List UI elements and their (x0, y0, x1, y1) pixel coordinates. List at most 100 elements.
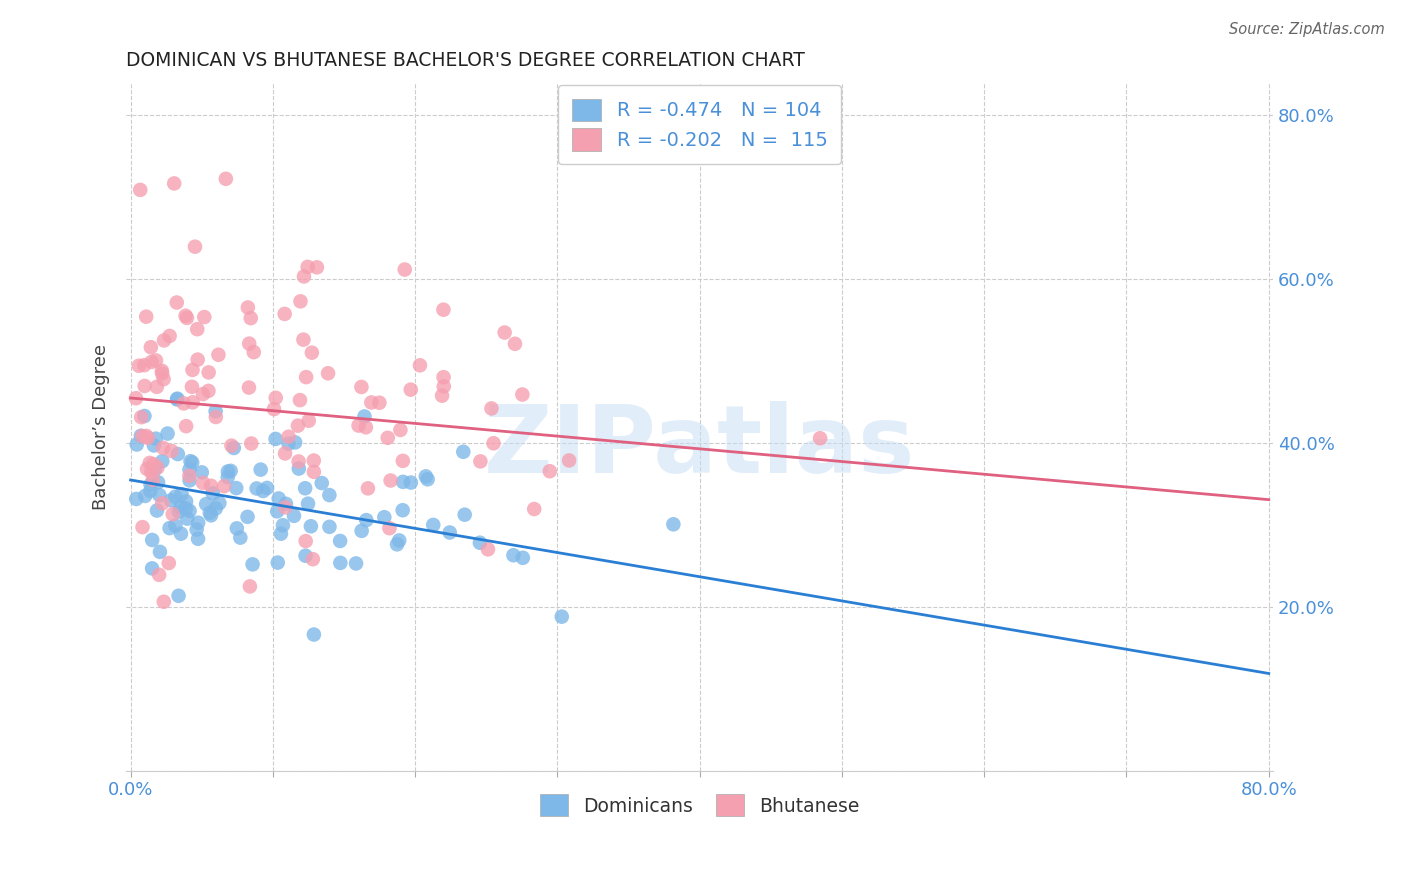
Point (187, 352, 209, 367)
Point (311, 476, 333, 491)
Point (131, 520, 153, 534)
Point (415, 469, 437, 483)
Point (256, 481, 278, 495)
Point (150, 454, 173, 468)
Point (129, 429, 152, 443)
Point (274, 500, 297, 515)
Point (191, 466, 214, 480)
Point (181, 380, 204, 394)
Point (125, 491, 148, 506)
Point (391, 503, 413, 517)
Point (354, 420, 377, 434)
Point (221, 439, 243, 453)
Point (302, 453, 325, 467)
Point (453, 444, 475, 458)
Point (422, 517, 444, 532)
Point (356, 513, 378, 527)
Point (347, 418, 370, 433)
Point (399, 475, 422, 490)
Y-axis label: Bachelor’s Degree: Bachelor’s Degree (93, 343, 110, 509)
Point (302, 627, 325, 641)
Point (350, 524, 373, 538)
Point (297, 260, 319, 274)
Point (149, 545, 172, 559)
Point (368, 395, 391, 409)
Point (146, 460, 169, 475)
Point (292, 269, 315, 284)
Point (142, 457, 165, 471)
Point (439, 525, 461, 540)
Point (146, 380, 169, 394)
Point (150, 367, 173, 381)
Point (165, 518, 187, 533)
Point (225, 481, 247, 495)
Point (392, 454, 415, 468)
Point (207, 348, 229, 362)
Point (373, 510, 395, 524)
Point (512, 550, 534, 565)
Point (138, 456, 160, 470)
Point (145, 432, 167, 446)
Point (165, 490, 187, 504)
Point (290, 294, 312, 309)
Point (284, 435, 307, 450)
Point (416, 472, 439, 486)
Text: DOMINICAN VS BHUTANESE BACHELOR'S DEGREE CORRELATION CHART: DOMINICAN VS BHUTANESE BACHELOR'S DEGREE… (127, 51, 806, 70)
Point (195, 497, 218, 511)
Point (174, 494, 197, 508)
Point (212, 479, 235, 493)
Point (468, 535, 491, 549)
Point (141, 465, 163, 479)
Point (239, 579, 262, 593)
Point (181, 395, 204, 409)
Point (143, 462, 166, 476)
Point (294, 549, 316, 563)
Point (239, 311, 262, 326)
Point (136, 462, 159, 476)
Point (191, 387, 214, 401)
Point (283, 508, 305, 523)
Point (166, 392, 188, 407)
Point (385, 537, 408, 551)
Point (163, 177, 186, 191)
Point (299, 519, 322, 533)
Point (193, 310, 215, 324)
Point (205, 409, 228, 424)
Point (217, 470, 239, 484)
Point (197, 384, 219, 398)
Point (134, 358, 156, 372)
Point (167, 505, 190, 519)
Point (502, 548, 524, 562)
Point (179, 468, 201, 483)
Point (229, 531, 252, 545)
Point (287, 418, 309, 433)
Point (538, 464, 561, 478)
Point (204, 404, 226, 418)
Point (186, 523, 208, 537)
Point (157, 556, 180, 570)
Point (159, 329, 181, 343)
Point (173, 396, 195, 410)
Point (201, 486, 224, 500)
Point (134, 409, 156, 423)
Point (389, 423, 412, 437)
Point (249, 462, 271, 476)
Point (270, 526, 292, 541)
Point (191, 475, 214, 490)
Point (523, 502, 546, 516)
Point (329, 556, 352, 570)
Point (166, 392, 188, 406)
Point (316, 366, 339, 380)
Point (184, 240, 207, 254)
Point (181, 363, 204, 377)
Text: Source: ZipAtlas.com: Source: ZipAtlas.com (1229, 22, 1385, 37)
Point (242, 558, 264, 572)
Point (125, 437, 148, 451)
Point (200, 479, 222, 493)
Point (162, 507, 184, 521)
Point (204, 501, 226, 516)
Point (287, 454, 309, 468)
Point (148, 488, 170, 502)
Point (236, 301, 259, 315)
Point (388, 533, 411, 548)
